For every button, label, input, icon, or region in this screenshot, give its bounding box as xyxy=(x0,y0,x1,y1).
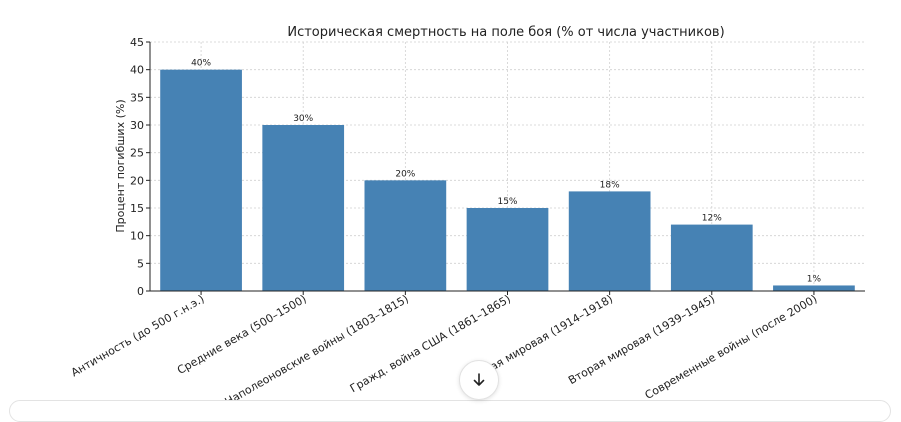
y-tick-label: 45 xyxy=(130,36,144,49)
y-tick-label: 25 xyxy=(130,147,144,160)
bar-value-label: 40% xyxy=(191,59,211,69)
x-tick-label: Наполеоновские войны (1803–1815) xyxy=(223,292,411,406)
bar-chart: Историческая смертность на поле боя (% о… xyxy=(69,25,865,406)
y-tick-label: 10 xyxy=(130,230,144,243)
bar-value-label: 30% xyxy=(293,114,313,124)
x-tick-label: Современные войны (после 2000) xyxy=(643,292,820,402)
bar xyxy=(262,125,345,291)
y-tick-label: 15 xyxy=(130,202,144,215)
chart-title: Историческая смертность на поле боя (% о… xyxy=(287,25,724,40)
bar-value-label: 20% xyxy=(395,169,415,179)
y-tick-label: 20 xyxy=(130,174,144,187)
bar-value-label: 15% xyxy=(497,197,517,207)
bar xyxy=(568,191,651,291)
axes xyxy=(146,41,865,295)
bars xyxy=(160,69,855,292)
y-tick-label: 30 xyxy=(130,119,144,132)
scroll-down-button[interactable] xyxy=(459,360,499,400)
message-input-panel[interactable] xyxy=(9,400,891,422)
bar xyxy=(466,208,549,291)
bar xyxy=(773,285,855,291)
bar-value-label: 1% xyxy=(807,274,822,284)
y-tick-label: 0 xyxy=(137,285,144,298)
bar xyxy=(364,180,447,291)
arrow-down-icon xyxy=(473,373,485,386)
y-tick-label: 35 xyxy=(130,91,144,104)
bar-value-label: 18% xyxy=(600,180,620,190)
bar xyxy=(160,69,242,292)
y-axis-label: Процент погибших (%) xyxy=(114,99,127,232)
y-tick-label: 40 xyxy=(130,64,144,77)
y-tick-label: 5 xyxy=(137,257,144,270)
bar xyxy=(670,224,753,291)
bar-value-label: 12% xyxy=(702,214,722,224)
